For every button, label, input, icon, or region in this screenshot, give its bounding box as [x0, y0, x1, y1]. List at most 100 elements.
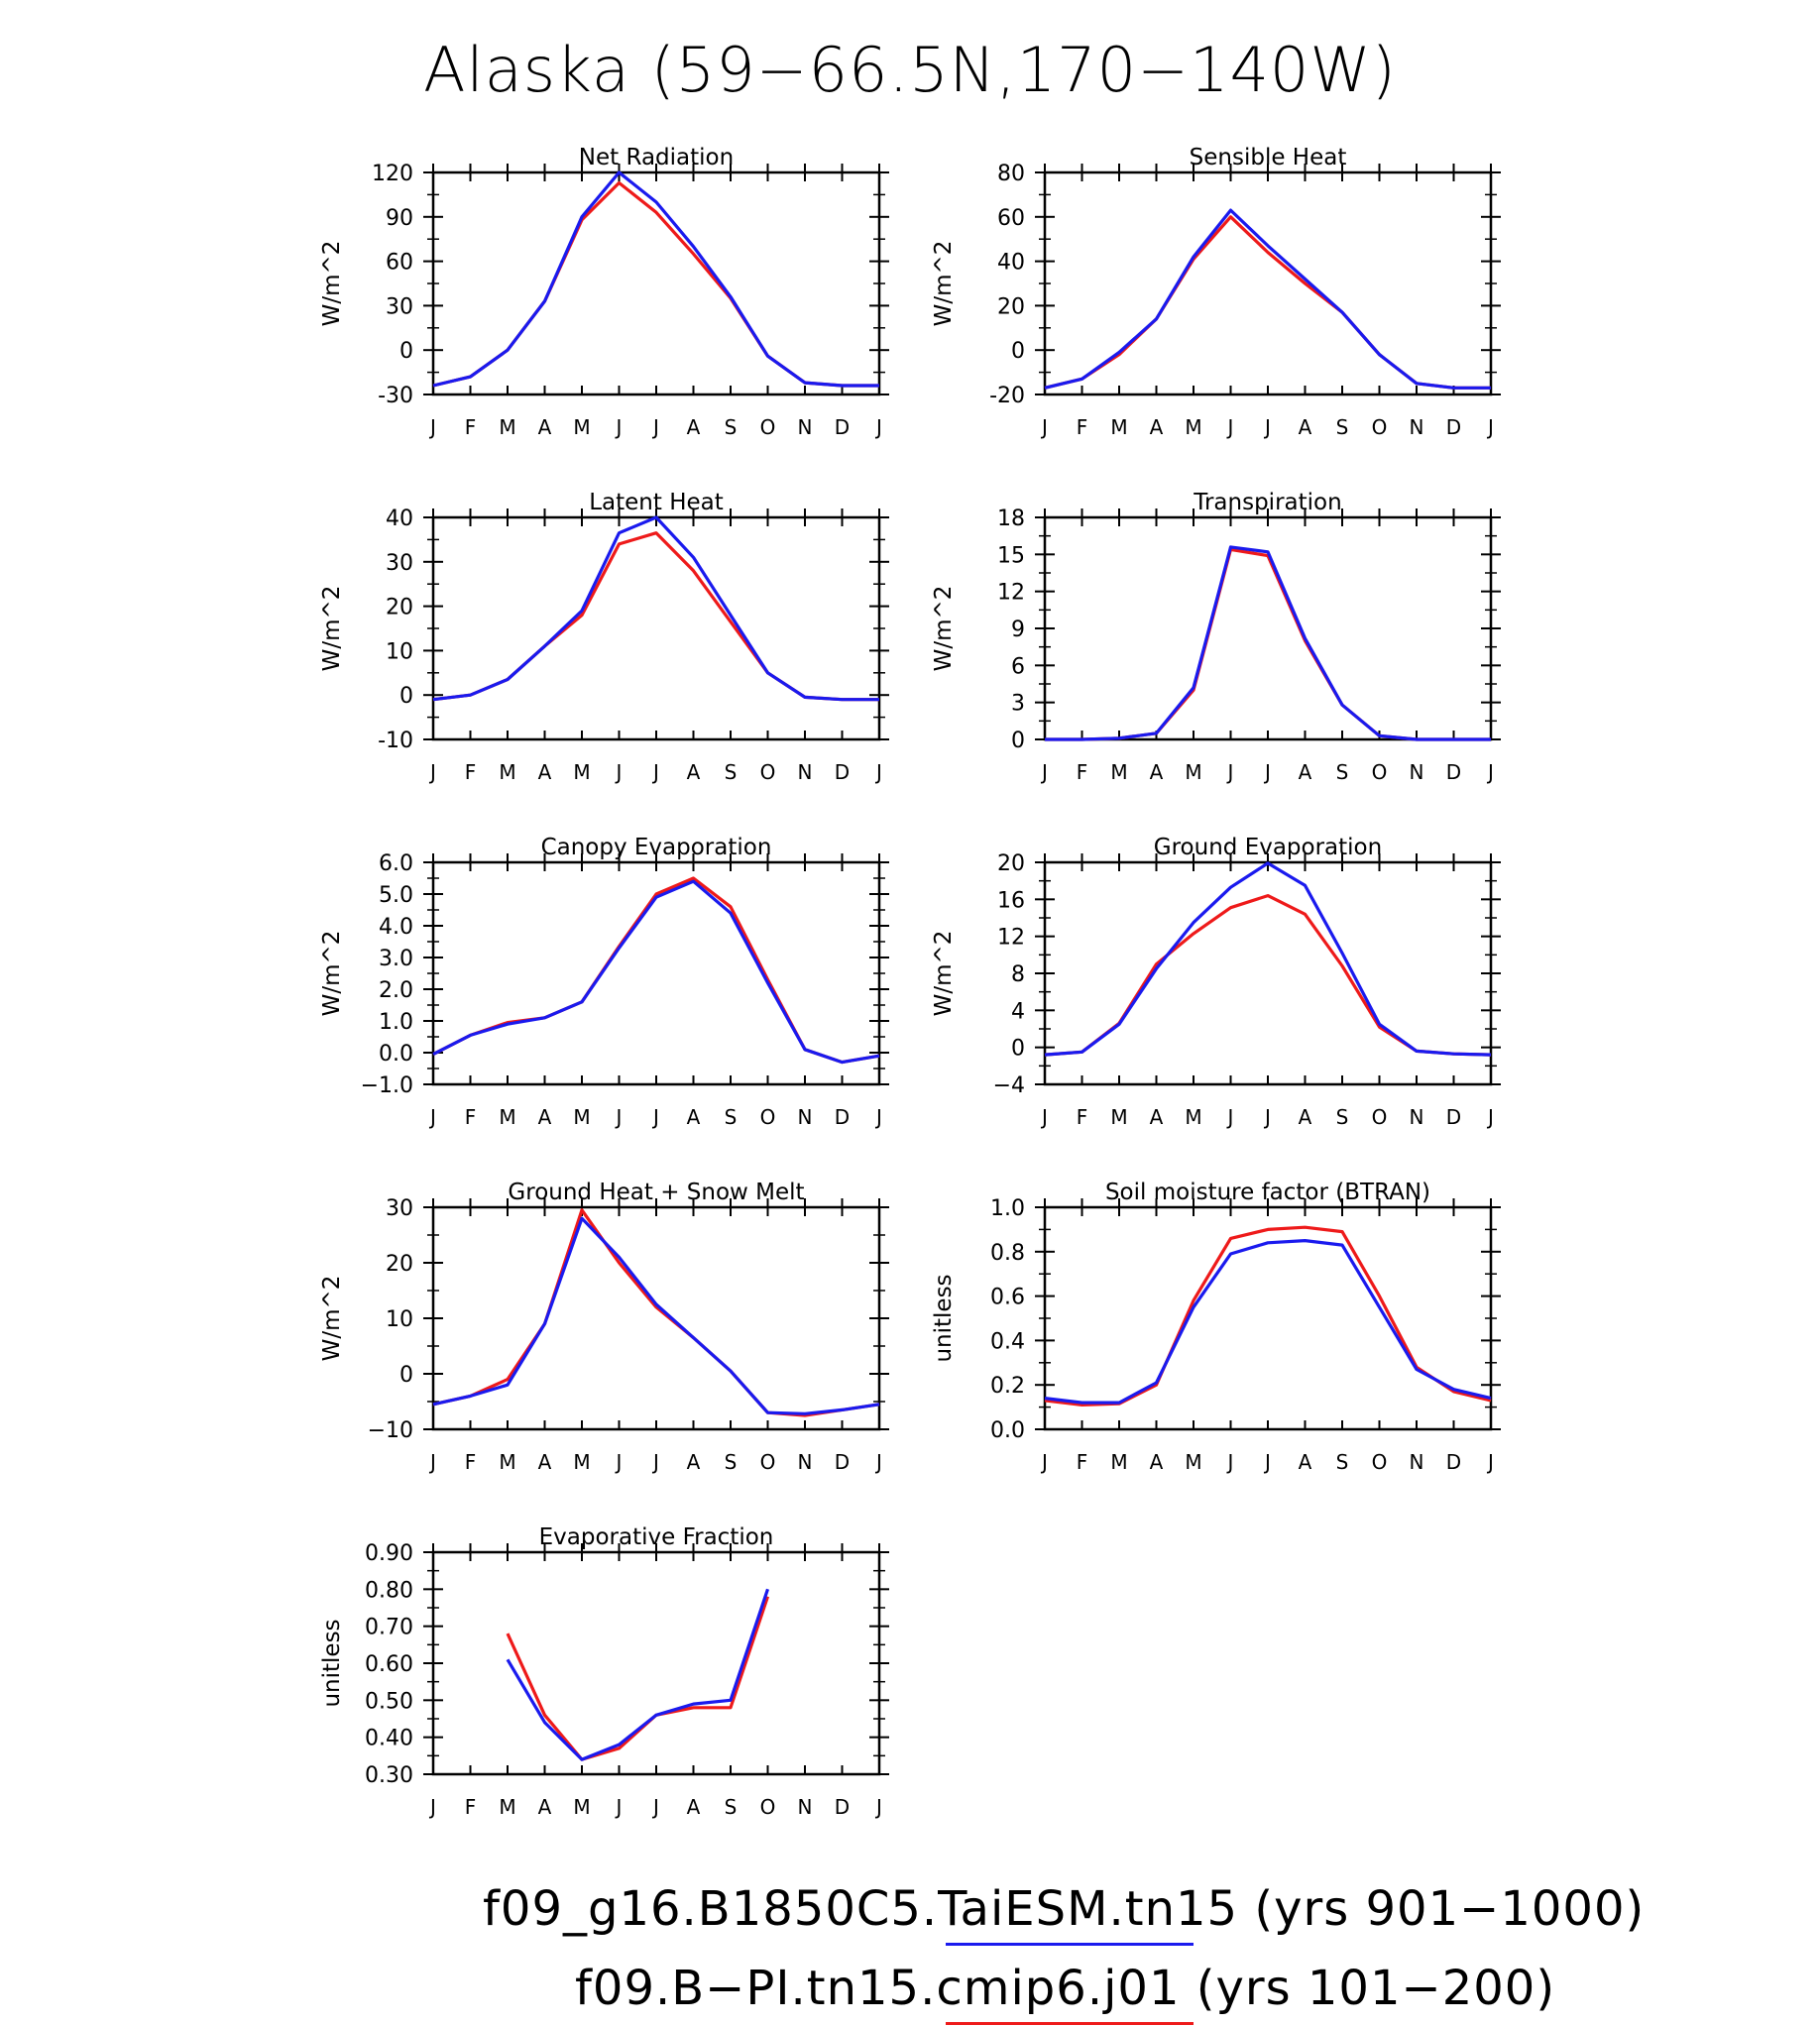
chart-panel: J F M A M J J A S O N D J0369121518TranspirationW/m^… — [931, 490, 1501, 784]
y-tick-label: 0 — [1011, 729, 1025, 753]
x-tick-label: J — [1226, 760, 1234, 784]
x-tick-label: M — [1110, 1105, 1127, 1129]
y-tick-label: −10 — [368, 1418, 413, 1443]
y-tick-label: 12 — [997, 926, 1025, 951]
x-tick-label: M — [1185, 1450, 1201, 1474]
series-line-red — [1044, 215, 1491, 390]
legend-swatch-blue — [946, 1943, 1194, 1946]
y-tick-label: 15 — [997, 543, 1025, 568]
y-tick-label: 3 — [1011, 692, 1025, 717]
y-tick-label: 20 — [386, 1252, 413, 1277]
x-tick-label: M — [1110, 415, 1127, 439]
y-tick-label: -10 — [378, 729, 413, 753]
x-tick-label: A — [1299, 760, 1312, 784]
x-tick-label: N — [798, 1450, 813, 1474]
x-tick-label: M — [1185, 1105, 1201, 1129]
series-line-blue — [1045, 545, 1491, 741]
x-tick-label: M — [1185, 760, 1201, 784]
x-tick-label: O — [1372, 415, 1388, 439]
y-tick-label: 0.50 — [365, 1689, 413, 1714]
x-tick-label: J — [428, 1795, 436, 1819]
x-tick-label: S — [1336, 760, 1349, 784]
series-line-red — [1045, 547, 1491, 741]
x-tick-label: D — [835, 415, 850, 439]
y-tick-label: 0 — [399, 684, 413, 709]
x-tick-label: S — [1336, 1450, 1349, 1474]
chart-title: Soil moisture factor (BTRAN) — [1105, 1180, 1430, 1205]
x-tick-label: J — [428, 1105, 436, 1129]
x-tick-label: J — [874, 760, 882, 784]
y-tick-label: 40 — [997, 251, 1025, 276]
x-tick-label: O — [760, 415, 776, 439]
x-tick-label: J — [1226, 415, 1234, 439]
x-tick-label: A — [687, 415, 701, 439]
x-tick-label: J — [615, 760, 623, 784]
x-tick-label: O — [760, 1450, 776, 1474]
y-tick-label: 0.90 — [365, 1541, 413, 1566]
x-tick-label: F — [465, 415, 477, 439]
chart-title: Ground Heat + Snow Melt — [508, 1180, 804, 1205]
y-tick-label: -20 — [989, 384, 1025, 408]
x-tick-label: J — [1226, 1450, 1234, 1474]
series-line-red — [432, 876, 880, 1065]
x-tick-label: F — [1077, 1105, 1088, 1129]
x-tick-label: J — [651, 415, 659, 439]
y-axis-label: W/m^2 — [931, 586, 957, 672]
x-tick-label: A — [538, 1795, 552, 1819]
series-line-blue — [1044, 1239, 1492, 1405]
x-tick-label: M — [499, 1105, 515, 1129]
y-tick-label: 20 — [997, 851, 1025, 876]
x-tick-label: D — [835, 760, 850, 784]
y-axis-label: W/m^2 — [319, 1276, 345, 1362]
x-tick-label: S — [725, 415, 738, 439]
x-tick-label: J — [1486, 760, 1494, 784]
x-tick-label: J — [615, 1105, 623, 1129]
y-tick-label: -30 — [378, 384, 413, 408]
x-tick-label: A — [538, 1450, 552, 1474]
y-tick-label: 20 — [997, 294, 1025, 319]
y-tick-label: 0.70 — [365, 1616, 413, 1640]
x-tick-label: O — [1372, 1450, 1388, 1474]
y-tick-label: 4 — [1011, 999, 1025, 1024]
y-axis-label: unitless — [931, 1274, 957, 1362]
legend-swatch-red — [946, 2022, 1194, 2025]
legend-entry-red: f09.B−PI.tn15.cmip6.j01 (yrs 101−200) — [575, 1961, 1556, 2016]
y-tick-label: 20 — [386, 596, 413, 620]
x-tick-label: D — [835, 1795, 850, 1819]
x-tick-label: J — [615, 1795, 623, 1819]
plot-frame — [431, 515, 881, 741]
series-line-blue — [432, 515, 879, 702]
x-tick-label: O — [1372, 1105, 1388, 1129]
y-tick-label: 0.60 — [365, 1652, 413, 1677]
x-tick-label: J — [651, 760, 659, 784]
x-tick-label: M — [573, 1795, 590, 1819]
x-tick-label: D — [835, 1105, 850, 1129]
x-tick-label: J — [651, 1105, 659, 1129]
x-tick-label: J — [1263, 415, 1271, 439]
series-line-blue — [432, 170, 879, 388]
x-tick-label: D — [1446, 760, 1461, 784]
x-tick-label: F — [465, 1795, 477, 1819]
x-tick-label: M — [499, 760, 515, 784]
x-tick-label: N — [798, 1105, 813, 1129]
y-axis-label: W/m^2 — [319, 931, 345, 1017]
y-tick-label: 0.40 — [365, 1727, 413, 1751]
x-tick-label: J — [1486, 415, 1494, 439]
x-tick-label: S — [725, 1795, 738, 1819]
y-tick-label: 0 — [1011, 1037, 1025, 1062]
x-tick-label: S — [725, 760, 738, 784]
y-tick-label: 10 — [386, 639, 413, 664]
x-tick-label: A — [538, 1105, 552, 1129]
y-tick-label: −4 — [993, 1073, 1025, 1098]
x-tick-label: J — [1263, 1105, 1271, 1129]
x-tick-label: M — [573, 1450, 590, 1474]
x-tick-label: J — [651, 1450, 659, 1474]
x-tick-label: O — [760, 760, 776, 784]
x-tick-label: A — [1299, 415, 1312, 439]
x-tick-label: J — [1040, 1105, 1048, 1129]
x-tick-label: A — [538, 415, 552, 439]
x-tick-label: J — [1486, 1105, 1494, 1129]
